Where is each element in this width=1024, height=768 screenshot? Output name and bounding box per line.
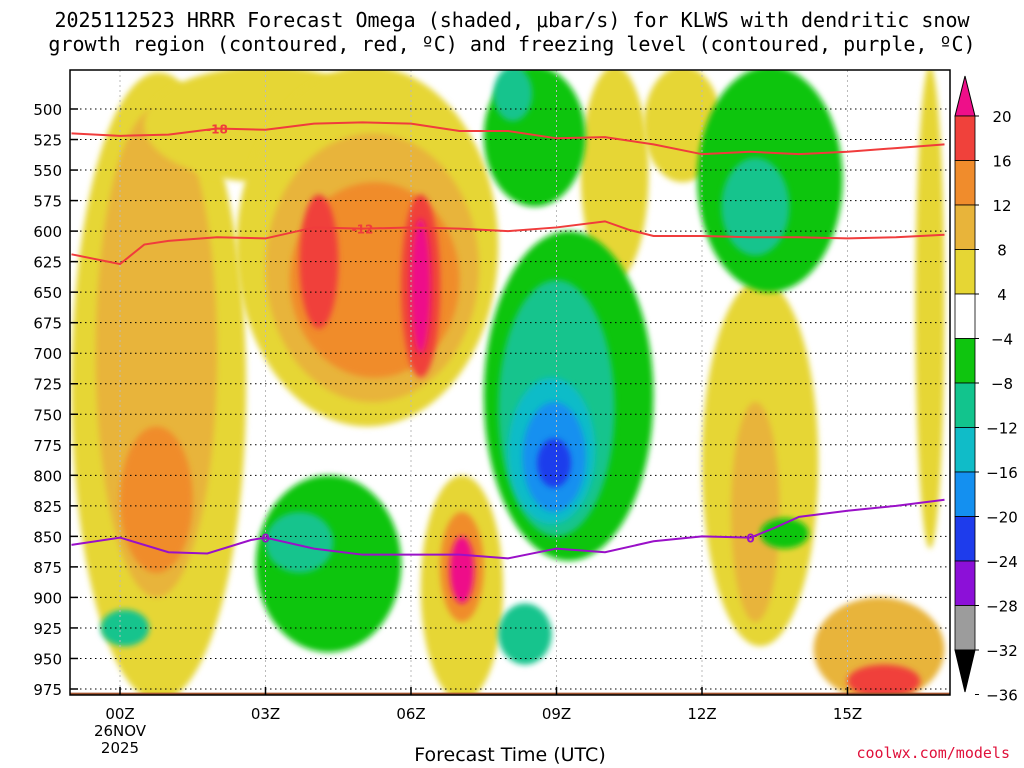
x-date-label-0: 26NOV bbox=[94, 722, 147, 740]
omega-down-low-right bbox=[760, 518, 809, 549]
plot-frame bbox=[69, 69, 951, 696]
freezing-level-contour-label: 0 bbox=[261, 532, 269, 546]
y-tick-label-825: 825 bbox=[33, 498, 62, 516]
colorbar-label-0: 20 bbox=[992, 108, 1011, 126]
y-tick-label-525: 525 bbox=[33, 132, 62, 150]
omega-warm-right-core bbox=[731, 402, 780, 622]
colorbar-label-1: 16 bbox=[992, 153, 1011, 171]
axes: 500 525 550 575 600 625 650 675 700 725 750 775 800 8… bbox=[33, 101, 862, 757]
colorbar-bin-9 bbox=[954, 516, 976, 562]
x-tick-label-15Z: 15Z bbox=[833, 705, 862, 723]
colorbar-bin-4 bbox=[954, 293, 976, 339]
ground-surface bbox=[70, 692, 950, 695]
omega-warm-far-right bbox=[915, 70, 945, 549]
omega-down-low-teal bbox=[265, 511, 334, 573]
y-tick-label-925: 925 bbox=[33, 620, 62, 638]
omega-down-upper-teal bbox=[493, 70, 533, 122]
y-tick-label-850: 850 bbox=[33, 528, 62, 546]
omega-warm-left-inner bbox=[120, 426, 193, 573]
y-tick-label-600: 600 bbox=[33, 223, 62, 241]
y-tick-label-950: 950 bbox=[33, 650, 62, 668]
colorbar-label-7: −12 bbox=[986, 420, 1018, 438]
x-axis-title: Forecast Time (UTC) bbox=[414, 744, 606, 766]
contour-lines: -18 -12 0 0 bbox=[71, 121, 945, 560]
colorbar-bin-0 bbox=[954, 115, 976, 161]
y-tick-label-775: 775 bbox=[33, 437, 62, 455]
colorbar-bin-3 bbox=[954, 249, 976, 295]
y-tick-label-625: 625 bbox=[33, 254, 62, 272]
dendritic-contour-minus18 bbox=[71, 121, 945, 156]
y-tick-label-800: 800 bbox=[33, 467, 62, 485]
omega-down-surface-left bbox=[100, 609, 150, 647]
y-tick-label-750: 750 bbox=[33, 406, 62, 424]
dendritic-contour-minus18-label: -18 bbox=[206, 123, 228, 137]
colorbar-bin-7 bbox=[954, 427, 976, 473]
colorbar-bin-10 bbox=[954, 560, 976, 606]
colorbar-bin-2 bbox=[954, 204, 976, 250]
colorbar-arrow-bottom bbox=[954, 649, 976, 693]
colorbar-bin-6 bbox=[954, 382, 976, 428]
y-tick-label-700: 700 bbox=[33, 345, 62, 363]
gridlines bbox=[70, 70, 950, 695]
y-tick-label-900: 900 bbox=[33, 589, 62, 607]
colorbar-bin-11 bbox=[954, 605, 976, 651]
colorbar-label-6: −8 bbox=[991, 375, 1013, 393]
colorbar-label-12: −32 bbox=[986, 642, 1018, 660]
colorbar-label-4: 4 bbox=[997, 286, 1007, 304]
omega-down-mid-core bbox=[537, 438, 572, 488]
colorbar: 20 16 12 8 4 −4 −8 −12 −16 −20 −24 −28 −32 −36 bbox=[954, 75, 1018, 705]
x-date-label-1: 2025 bbox=[101, 739, 139, 757]
omega-down-surface-mid bbox=[498, 603, 552, 665]
y-tick-label-725: 725 bbox=[33, 376, 62, 394]
colorbar-bin-8 bbox=[954, 471, 976, 517]
y-tick-label-975: 975 bbox=[33, 681, 62, 699]
dendritic-contour-minus12-label: -12 bbox=[352, 223, 374, 237]
x-tick-label-00Z: 00Z bbox=[105, 705, 134, 723]
chart-title-line1: 2025112523 HRRR Forecast Omega (shaded, … bbox=[54, 8, 970, 32]
colorbar-bin-1 bbox=[954, 160, 976, 206]
omega-warm-lower-peak bbox=[449, 536, 475, 604]
dendritic-contour-minus12 bbox=[71, 220, 945, 266]
colorbar-label-11: −28 bbox=[986, 598, 1018, 616]
colorbar-bin-5 bbox=[954, 338, 976, 384]
colorbar-label-10: −24 bbox=[986, 553, 1018, 571]
y-tick-label-675: 675 bbox=[33, 315, 62, 333]
colorbar-label-3: 8 bbox=[997, 242, 1007, 260]
colorbar-label-2: 12 bbox=[992, 197, 1011, 215]
y-tick-label-550: 550 bbox=[33, 162, 62, 180]
chart-title: 2025112523 HRRR Forecast Omega (shaded, … bbox=[0, 8, 1024, 56]
x-tick-label-09Z: 09Z bbox=[542, 705, 571, 723]
omega-warm-surface-peak bbox=[847, 664, 921, 695]
x-tick-label-06Z: 06Z bbox=[396, 705, 425, 723]
source-credit: coolwx.com/models bbox=[856, 744, 1010, 762]
colorbar-label-5: −4 bbox=[991, 331, 1013, 349]
colorbar-label-13: −36 bbox=[986, 687, 1018, 705]
y-tick-label-575: 575 bbox=[33, 193, 62, 211]
chart-title-line2: growth region (contoured, red, ºC) and f… bbox=[48, 32, 976, 56]
colorbar-arrow-top bbox=[954, 75, 976, 117]
freezing-level-contour bbox=[71, 498, 945, 560]
colorbar-label-8: −16 bbox=[986, 464, 1018, 482]
y-tick-label-875: 875 bbox=[33, 559, 62, 577]
y-tick-label-500: 500 bbox=[33, 101, 62, 119]
x-tick-label-12Z: 12Z bbox=[687, 705, 716, 723]
freezing-level-contour-b-label: 0 bbox=[746, 532, 754, 546]
omega-warm-main-peak bbox=[411, 218, 431, 354]
x-tick-label-03Z: 03Z bbox=[251, 705, 280, 723]
omega-warm-upper-mid bbox=[580, 70, 649, 280]
omega-down-right-teal bbox=[721, 157, 790, 256]
y-tick-label-650: 650 bbox=[33, 284, 62, 302]
colorbar-label-9: −20 bbox=[986, 509, 1018, 527]
